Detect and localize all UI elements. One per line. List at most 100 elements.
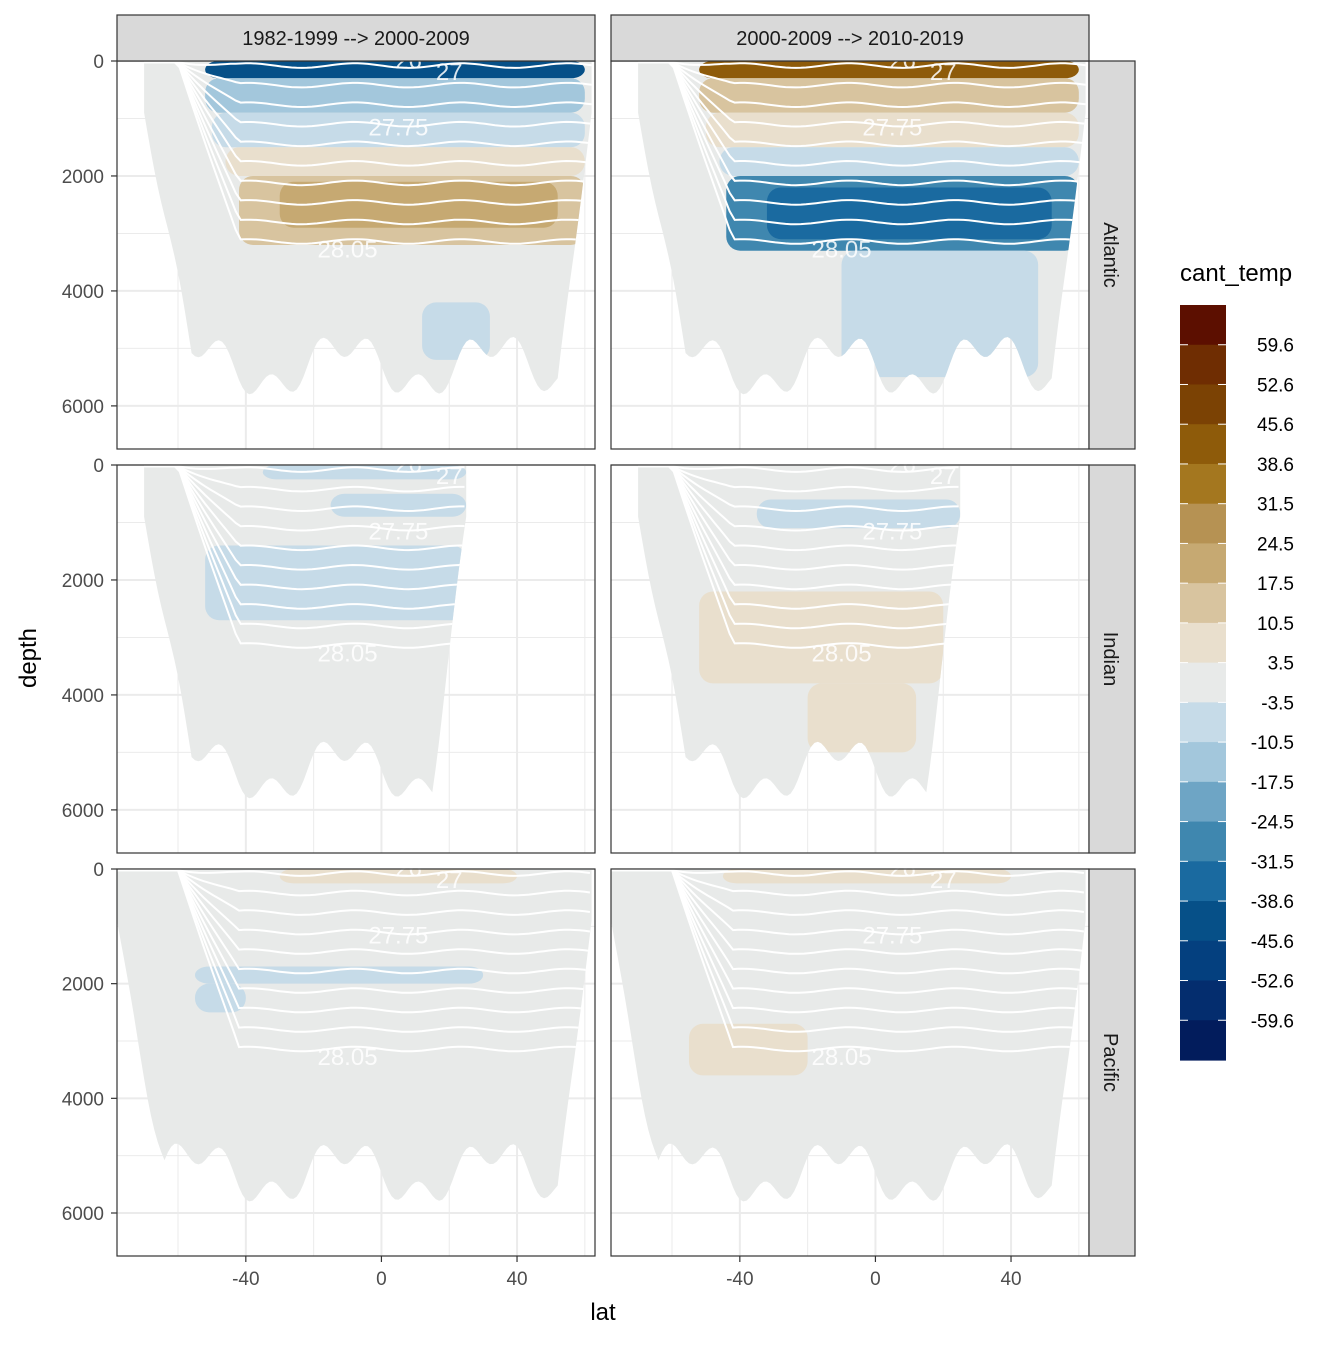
contour-line	[144, 465, 465, 649]
anomaly-cell	[262, 465, 467, 480]
x-tick-label: 0	[376, 1269, 387, 1290]
contour-line	[144, 61, 592, 167]
contour-line	[144, 61, 592, 109]
contour-line	[638, 465, 959, 532]
contour-line	[638, 61, 1086, 109]
contour-label: 27.75	[368, 519, 428, 546]
contour-line	[144, 61, 592, 187]
anomaly-cell	[330, 493, 467, 517]
legend-label: 52.6	[1257, 375, 1294, 396]
contour-line	[117, 869, 591, 877]
contour-label: 28.05	[317, 1044, 377, 1071]
legend-swatch	[1180, 901, 1226, 942]
anomaly-cell	[699, 591, 944, 684]
contour-line	[638, 61, 1086, 245]
y-tick-label: 4000	[62, 282, 104, 303]
density-contours	[638, 61, 1086, 245]
anomaly-cells	[688, 869, 1012, 1076]
x-tick-label: 40	[506, 1269, 527, 1290]
contour-line	[611, 869, 1085, 1014]
y-tick-label: 0	[93, 860, 104, 881]
anomaly-cell	[807, 683, 917, 753]
anomaly-cell	[194, 983, 246, 1013]
contour-line	[638, 61, 1086, 89]
y-axes: 0 2000 4000 6000 0 2000 4000 6000 0 2000 4000 6000	[62, 52, 117, 1225]
y-tick-label: 6000	[62, 1204, 104, 1225]
contour-line	[638, 61, 1086, 69]
contour-label: 27.75	[368, 923, 428, 950]
row-strip	[1088, 868, 1136, 1257]
legend-swatch	[1180, 821, 1226, 862]
density-contours	[144, 61, 592, 245]
contour-line	[117, 869, 591, 1053]
contour-line	[144, 465, 465, 473]
contour-label: 27.75	[368, 115, 428, 142]
contour-line	[638, 465, 959, 649]
contour-label: 28.05	[811, 1044, 871, 1071]
legend-label: 59.6	[1257, 336, 1294, 357]
contour-line	[611, 869, 1085, 877]
legend-label: -17.5	[1251, 773, 1294, 794]
anomaly-cell	[225, 147, 585, 176]
contour-line	[638, 465, 959, 493]
contour-label: 27.75	[862, 519, 922, 546]
y-tick-label: 0	[93, 52, 104, 73]
contour-line	[144, 465, 465, 552]
contour-line	[638, 465, 959, 473]
y-tick-label: 2000	[62, 975, 104, 996]
legend-label: -10.5	[1251, 733, 1294, 754]
contour-line	[638, 61, 1086, 187]
row-strips: Atlantic Indian Pacific	[1088, 60, 1136, 1257]
facet-panels: 262727.7528.05262727.7528.05262727.7528.…	[116, 47, 1090, 1257]
anomaly-cell	[841, 250, 1039, 378]
contour-line	[117, 869, 591, 975]
contour-line	[144, 61, 592, 69]
legend-swatch	[1180, 384, 1226, 425]
contour-line	[144, 61, 592, 148]
contour-line	[638, 61, 1086, 148]
x-tick-label: -40	[232, 1269, 259, 1290]
legend-swatch	[1180, 980, 1226, 1021]
legend-swatch	[1180, 344, 1226, 386]
legend-label: -52.6	[1251, 972, 1294, 993]
column-strip	[610, 14, 1090, 62]
legend: cant_temp 59.6 52.6 45.6 38.6 31.5 24.5 17.5 10…	[1180, 260, 1294, 1061]
contour-label: 27	[436, 867, 463, 894]
legend-swatch	[1180, 702, 1226, 743]
legend-swatch	[1180, 940, 1226, 982]
contour-line	[638, 61, 1086, 226]
contour-line	[144, 465, 465, 591]
anomaly-cell	[766, 187, 1052, 240]
anomaly-cell	[688, 1023, 808, 1076]
y-axis-title: depth	[15, 628, 42, 688]
y-tick-label: 6000	[62, 397, 104, 418]
x-tick-label: -40	[726, 1269, 753, 1290]
contour-line	[638, 465, 959, 610]
contour-label: 28.05	[317, 237, 377, 264]
contour-line	[117, 869, 591, 936]
x-tick-label: 0	[870, 1269, 881, 1290]
legend-label: 38.6	[1257, 455, 1294, 476]
legend-label: -38.6	[1251, 892, 1294, 913]
legend-swatch	[1180, 622, 1226, 664]
row-strip-label: Atlantic	[1099, 222, 1121, 288]
legend-label: -31.5	[1251, 852, 1294, 873]
contour-line	[144, 465, 465, 571]
contour-line	[638, 465, 959, 630]
x-axis-title: lat	[590, 1299, 616, 1326]
contour-line	[117, 869, 591, 1014]
anomaly-cell	[205, 545, 467, 621]
contour-line	[144, 61, 592, 128]
contour-label: 27	[436, 59, 463, 86]
contour-line	[144, 61, 592, 206]
legend-swatch	[1180, 305, 1226, 346]
panel-border	[116, 464, 596, 854]
contour-line	[638, 465, 959, 571]
contour-line	[638, 465, 959, 513]
legend-label: 3.5	[1268, 654, 1294, 675]
